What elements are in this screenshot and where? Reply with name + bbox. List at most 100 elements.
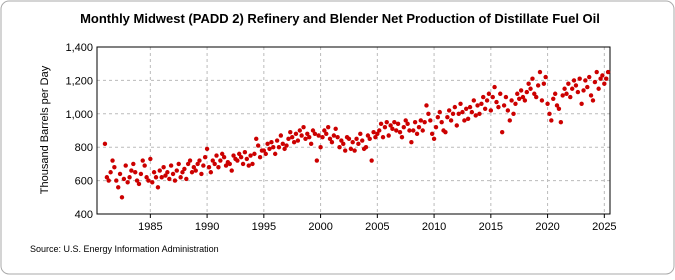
point xyxy=(358,131,363,137)
y-tick-label: 600 xyxy=(75,176,93,188)
point xyxy=(552,91,558,96)
point xyxy=(267,146,272,152)
point xyxy=(170,171,176,177)
point xyxy=(343,148,348,153)
point xyxy=(530,76,535,81)
point xyxy=(339,138,344,143)
point xyxy=(238,155,244,160)
point xyxy=(293,131,299,137)
point xyxy=(278,133,284,138)
point xyxy=(265,141,270,147)
point xyxy=(405,121,410,127)
point xyxy=(271,145,276,150)
point xyxy=(167,176,172,182)
y-tick-label: 1,000 xyxy=(65,109,93,121)
point xyxy=(407,128,412,133)
point xyxy=(151,170,157,175)
point xyxy=(221,155,227,160)
point xyxy=(329,139,335,145)
point xyxy=(566,81,571,86)
point xyxy=(248,153,253,158)
point xyxy=(280,141,285,147)
point xyxy=(467,104,473,110)
point xyxy=(146,178,151,183)
point xyxy=(380,134,386,140)
point xyxy=(348,146,354,152)
point xyxy=(325,124,331,130)
point xyxy=(240,161,246,167)
point xyxy=(499,129,505,135)
point xyxy=(600,73,605,78)
point xyxy=(261,148,267,153)
point xyxy=(384,119,389,125)
point xyxy=(123,163,128,168)
point xyxy=(494,99,499,105)
point xyxy=(333,126,338,132)
point xyxy=(299,133,304,138)
point xyxy=(539,98,545,103)
point xyxy=(354,136,359,142)
point xyxy=(282,146,287,152)
point xyxy=(511,111,516,117)
point xyxy=(431,136,437,142)
point xyxy=(191,165,197,170)
x-tick-label: 2005 xyxy=(365,221,389,233)
point xyxy=(119,195,125,200)
point xyxy=(577,76,582,81)
point xyxy=(295,138,301,143)
point xyxy=(254,136,259,142)
point xyxy=(210,158,215,163)
point xyxy=(587,74,592,80)
y-tick-label: 400 xyxy=(75,209,93,221)
point xyxy=(464,106,469,111)
point xyxy=(445,114,450,120)
point xyxy=(505,108,511,113)
point xyxy=(187,158,193,163)
point xyxy=(585,84,590,90)
point xyxy=(360,138,365,143)
point xyxy=(116,185,121,190)
point xyxy=(532,91,537,96)
point xyxy=(172,178,178,183)
point xyxy=(394,128,399,133)
point xyxy=(184,176,189,182)
point xyxy=(153,175,159,180)
point xyxy=(518,88,524,93)
point xyxy=(403,118,408,123)
source: Source: U.S. Energy Information Administ… xyxy=(30,244,219,254)
point xyxy=(537,69,543,75)
point xyxy=(462,118,467,123)
point xyxy=(570,86,575,91)
point xyxy=(331,133,337,138)
point xyxy=(155,185,161,190)
point xyxy=(490,94,495,100)
point xyxy=(255,143,261,148)
point xyxy=(324,131,329,137)
point xyxy=(605,69,611,75)
point xyxy=(429,131,435,137)
point xyxy=(426,111,431,117)
point xyxy=(545,101,550,106)
point xyxy=(433,124,439,130)
point xyxy=(312,131,318,137)
point xyxy=(168,163,174,168)
point xyxy=(501,103,507,108)
point xyxy=(297,128,303,133)
point xyxy=(473,113,478,118)
point xyxy=(201,163,206,168)
point xyxy=(231,153,236,158)
point xyxy=(604,76,609,81)
point xyxy=(503,94,509,100)
point xyxy=(356,141,361,147)
point xyxy=(138,171,144,177)
point xyxy=(235,158,240,163)
point xyxy=(602,81,607,86)
point xyxy=(562,86,567,91)
point xyxy=(469,109,475,115)
point xyxy=(335,134,340,140)
point xyxy=(189,170,195,175)
point xyxy=(318,145,323,150)
point xyxy=(428,118,433,123)
